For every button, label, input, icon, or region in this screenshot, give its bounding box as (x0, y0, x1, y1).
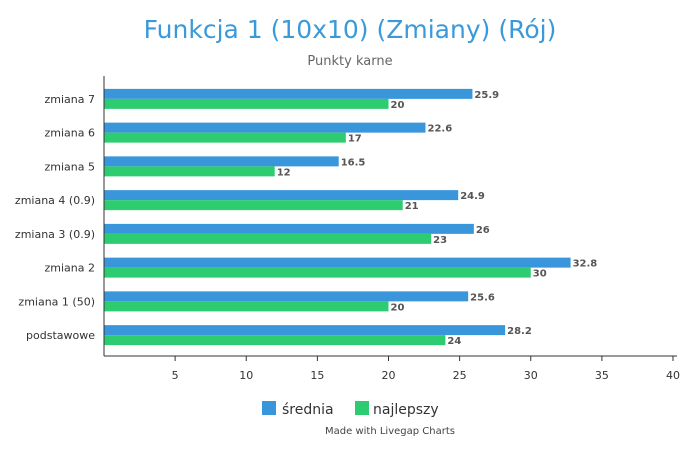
legend-label-najlepszy[interactable]: najlepszy (373, 402, 439, 418)
value-label-najlepszy-zmiana-3-0-9: 23 (433, 235, 447, 246)
value-label-srednia-zmiana-4-0-9: 24.9 (460, 191, 485, 202)
x-tick-label-30: 30 (524, 369, 538, 382)
bar-najlepszy-zmiana-1-50[interactable] (104, 301, 389, 312)
bar-srednia-zmiana-7[interactable] (104, 88, 473, 99)
category-label-zmiana-2: zmiana 2 (45, 262, 96, 275)
value-label-srednia-zmiana-7: 25.9 (474, 90, 499, 101)
bar-najlepszy-zmiana-7[interactable] (104, 98, 389, 109)
bar-najlepszy-zmiana-6[interactable] (104, 132, 346, 143)
x-tick-label-25: 25 (453, 369, 467, 382)
legend[interactable]: średnia najlepszy (262, 401, 439, 418)
value-label-najlepszy-zmiana-1-50: 20 (391, 302, 405, 313)
bar-najlepszy-zmiana-2[interactable] (104, 267, 531, 278)
bar-najlepszy-podstawowe[interactable] (104, 335, 446, 346)
value-label-srednia-podstawowe: 28.2 (507, 326, 532, 337)
value-label-srednia-zmiana-3-0-9: 26 (476, 225, 490, 236)
value-label-najlepszy-zmiana-6: 17 (348, 134, 362, 145)
bar-srednia-zmiana-3-0-9[interactable] (104, 223, 474, 234)
chart-subtitle: Punkty karne (307, 54, 392, 69)
category-label-zmiana-5: zmiana 5 (45, 160, 96, 173)
bar-srednia-zmiana-6[interactable] (104, 122, 426, 133)
bar-srednia-zmiana-4-0-9[interactable] (104, 190, 459, 201)
value-label-najlepszy-zmiana-2: 30 (533, 269, 547, 280)
value-label-najlepszy-zmiana-7: 20 (391, 100, 405, 111)
chart-title: Funkcja 1 (10x10) (Zmiany) (Rój) (144, 15, 557, 44)
category-label-zmiana-7: zmiana 7 (45, 93, 96, 106)
x-tick-label-5: 5 (172, 369, 179, 382)
axes: 5 10 15 20 25 30 35 40 (103, 76, 680, 382)
x-tick-label-20: 20 (382, 369, 396, 382)
credit-text: Made with Livegap Charts (325, 426, 455, 437)
x-tick-label-10: 10 (239, 369, 253, 382)
category-label-zmiana-4-0-9: zmiana 4 (0.9) (15, 194, 95, 207)
category-label-zmiana-6: zmiana 6 (45, 127, 96, 140)
bar-najlepszy-zmiana-5[interactable] (104, 166, 275, 177)
bar-srednia-zmiana-2[interactable] (104, 257, 571, 268)
bar-najlepszy-zmiana-4-0-9[interactable] (104, 200, 403, 211)
x-tick-label-15: 15 (310, 369, 324, 382)
value-label-srednia-zmiana-2: 32.8 (573, 259, 598, 270)
bar-srednia-zmiana-1-50[interactable] (104, 291, 469, 302)
value-label-srednia-zmiana-1-50: 25.6 (470, 292, 495, 303)
category-label-zmiana-3-0-9: zmiana 3 (0.9) (15, 228, 95, 241)
value-label-najlepszy-podstawowe: 24 (447, 336, 461, 347)
value-label-najlepszy-zmiana-5: 12 (277, 167, 291, 178)
legend-label-srednia[interactable]: średnia (282, 402, 334, 418)
value-label-srednia-zmiana-6: 22.6 (427, 124, 452, 135)
value-label-srednia-zmiana-5: 16.5 (341, 157, 366, 168)
bar-srednia-zmiana-5[interactable] (104, 156, 339, 167)
plot-area: zmiana 7 25.9 20 zmiana 6 22.6 17 zmiana 5 16.5… (15, 88, 598, 347)
bar-srednia-podstawowe[interactable] (104, 325, 506, 336)
value-label-najlepszy-zmiana-4-0-9: 21 (405, 201, 419, 212)
bar-najlepszy-zmiana-3-0-9[interactable] (104, 233, 432, 244)
legend-swatch-srednia[interactable] (262, 401, 276, 415)
x-tick-label-35: 35 (595, 369, 609, 382)
category-label-zmiana-1-50: zmiana 1 (50) (18, 295, 95, 308)
legend-swatch-najlepszy[interactable] (355, 401, 369, 415)
category-label-podstawowe: podstawowe (26, 329, 95, 342)
x-tick-label-40: 40 (666, 369, 680, 382)
